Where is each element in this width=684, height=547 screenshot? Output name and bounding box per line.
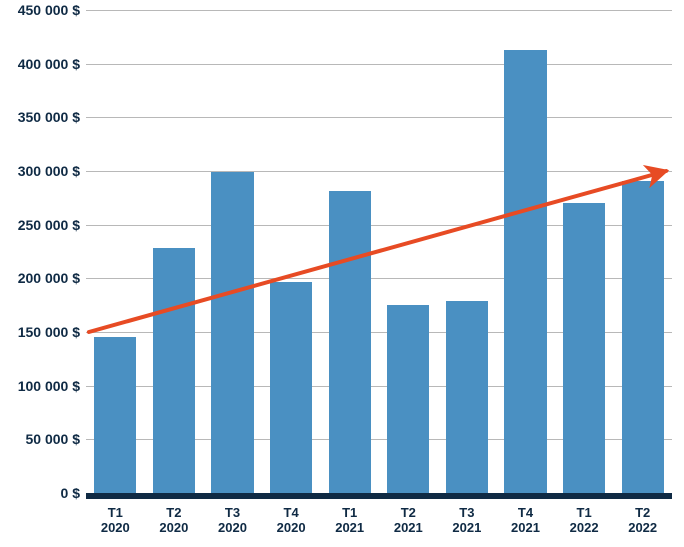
x-tick-label: T2 2020 [159, 505, 188, 535]
y-tick-label: 250 000 $ [18, 217, 86, 233]
chart-plot-area: 0 $50 000 $100 000 $150 000 $200 000 $25… [86, 10, 672, 493]
y-tick-label: 0 $ [61, 485, 86, 501]
x-tick-label: T4 2021 [511, 505, 540, 535]
y-tick-label: 200 000 $ [18, 270, 86, 286]
y-tick-label: 350 000 $ [18, 109, 86, 125]
x-tick-label: T4 2020 [277, 505, 306, 535]
x-tick-label: T3 2020 [218, 505, 247, 535]
x-tick-label: T1 2020 [101, 505, 130, 535]
x-tick-label: T1 2021 [335, 505, 364, 535]
y-tick-label: 450 000 $ [18, 2, 86, 18]
y-tick-label: 150 000 $ [18, 324, 86, 340]
quarterly-bar-chart: 0 $ 50 000 $ 100 000 $ 150 000 $ 200 000 $ 25… [0, 0, 684, 547]
x-tick-label: T1 2022 [570, 505, 599, 535]
trend-arrow [86, 10, 672, 493]
y-tick-label: 400 000 $ [18, 56, 86, 72]
y-tick-label: 300 000 $ [18, 163, 86, 179]
x-axis-baseline [86, 493, 672, 499]
x-tick-label: T2 2022 [628, 505, 657, 535]
x-tick-label: T2 2021 [394, 505, 423, 535]
x-tick-label: T3 2021 [452, 505, 481, 535]
y-tick-label: 100 000 $ [18, 378, 86, 394]
y-tick-label: 50 000 $ [26, 431, 87, 447]
